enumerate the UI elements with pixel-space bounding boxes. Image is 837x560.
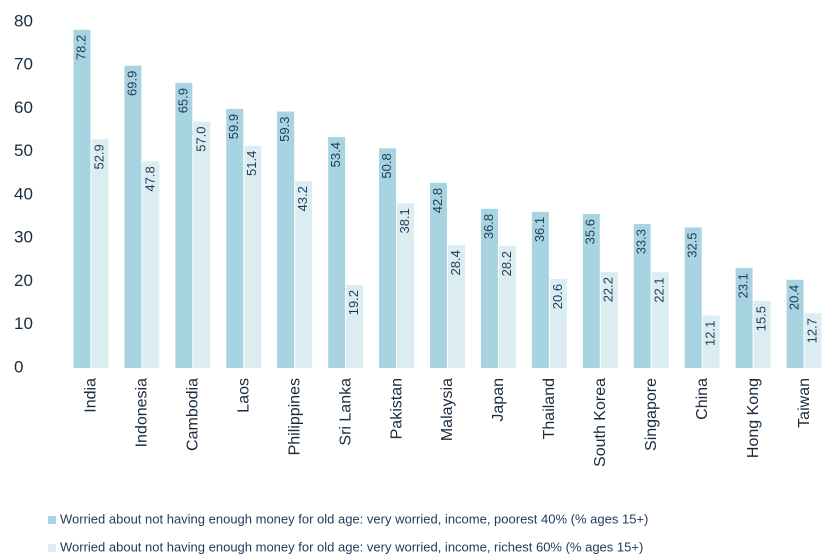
bar [124, 65, 142, 369]
bar [498, 246, 516, 368]
value-label: 32.5 [685, 232, 700, 257]
x-tick-label: Taiwan [796, 378, 813, 428]
value-label: 20.6 [550, 284, 565, 309]
y-tick-label: 20 [14, 271, 33, 290]
value-label: 57.0 [193, 126, 208, 151]
bar [804, 313, 822, 368]
bar [73, 29, 91, 368]
value-label: 52.9 [91, 144, 106, 169]
bar [549, 278, 567, 368]
x-tick-label: Cambodia [185, 378, 202, 451]
value-label: 22.1 [652, 277, 667, 302]
bar [531, 211, 549, 368]
bar [753, 300, 771, 368]
bar [702, 315, 720, 368]
y-tick-label: 50 [14, 141, 33, 160]
y-tick-label: 40 [14, 184, 33, 203]
value-label: 12.1 [703, 321, 718, 346]
value-label: 36.1 [532, 217, 547, 242]
x-tick-label: South Korea [592, 378, 609, 467]
bar [142, 161, 160, 368]
y-tick-label: 10 [14, 314, 33, 333]
legend-swatch [48, 516, 56, 524]
bar [244, 145, 262, 368]
value-label: 20.4 [786, 285, 801, 310]
x-tick-label: Laos [235, 378, 252, 413]
value-label: 12.7 [804, 318, 819, 343]
x-tick-label: Singapore [643, 378, 660, 451]
value-label: 59.3 [277, 117, 292, 142]
value-label: 78.2 [73, 35, 88, 60]
bar [448, 245, 465, 368]
bar [600, 271, 618, 368]
value-label: 28.2 [499, 251, 514, 276]
x-tick-label: China [694, 378, 711, 420]
bar [480, 208, 498, 368]
x-tick-label: Malaysia [439, 378, 456, 441]
bar [193, 121, 211, 368]
value-label: 43.2 [295, 186, 310, 211]
value-label: 38.1 [397, 208, 412, 233]
value-label: 59.9 [226, 114, 241, 139]
y-tick-label: 80 [14, 11, 33, 30]
bar [651, 272, 669, 368]
value-label: 50.8 [379, 153, 394, 178]
bar [277, 111, 295, 368]
x-tick-label: Indonesia [134, 378, 151, 447]
bar [582, 214, 600, 368]
legend-swatch [48, 544, 56, 552]
value-label: 33.3 [634, 229, 649, 254]
legend-label: Worried about not having enough money fo… [60, 539, 643, 554]
x-tick-label: Japan [490, 378, 507, 422]
value-label: 22.2 [601, 277, 616, 302]
bar [397, 203, 415, 368]
value-label: 53.4 [328, 142, 343, 167]
x-tick-label: Sri Lanka [337, 378, 354, 446]
value-label: 51.4 [244, 151, 259, 176]
bar [226, 108, 244, 369]
bar [430, 182, 447, 368]
value-label: 35.6 [583, 219, 598, 244]
bar [295, 181, 313, 368]
value-label: 36.8 [481, 214, 496, 239]
y-tick-label: 70 [14, 55, 33, 74]
value-label: 15.5 [754, 306, 769, 331]
bar [735, 268, 753, 368]
bar [91, 139, 109, 368]
bar [786, 279, 804, 368]
value-label: 19.2 [346, 290, 361, 315]
x-tick-label: Thailand [541, 378, 558, 439]
bar [346, 284, 364, 368]
x-tick-label: Hong Kong [745, 378, 762, 458]
value-label: 69.9 [124, 71, 139, 96]
legend-label: Worried about not having enough money fo… [60, 511, 648, 526]
bar [175, 82, 193, 369]
value-label: 42.8 [430, 188, 445, 213]
y-tick-label: 30 [14, 228, 33, 247]
x-tick-label: India [83, 378, 100, 413]
y-tick-label: 60 [14, 98, 33, 117]
bar [379, 148, 397, 368]
x-tick-label: Pakistan [388, 378, 405, 439]
value-label: 65.9 [175, 88, 190, 113]
y-tick-label: 0 [14, 357, 23, 376]
bar [633, 223, 651, 368]
value-label: 28.4 [448, 250, 463, 275]
value-label: 23.1 [736, 273, 751, 298]
bar [684, 227, 702, 368]
x-tick-label: Philippines [286, 378, 303, 455]
value-label: 47.8 [142, 166, 157, 191]
bar [328, 137, 346, 368]
